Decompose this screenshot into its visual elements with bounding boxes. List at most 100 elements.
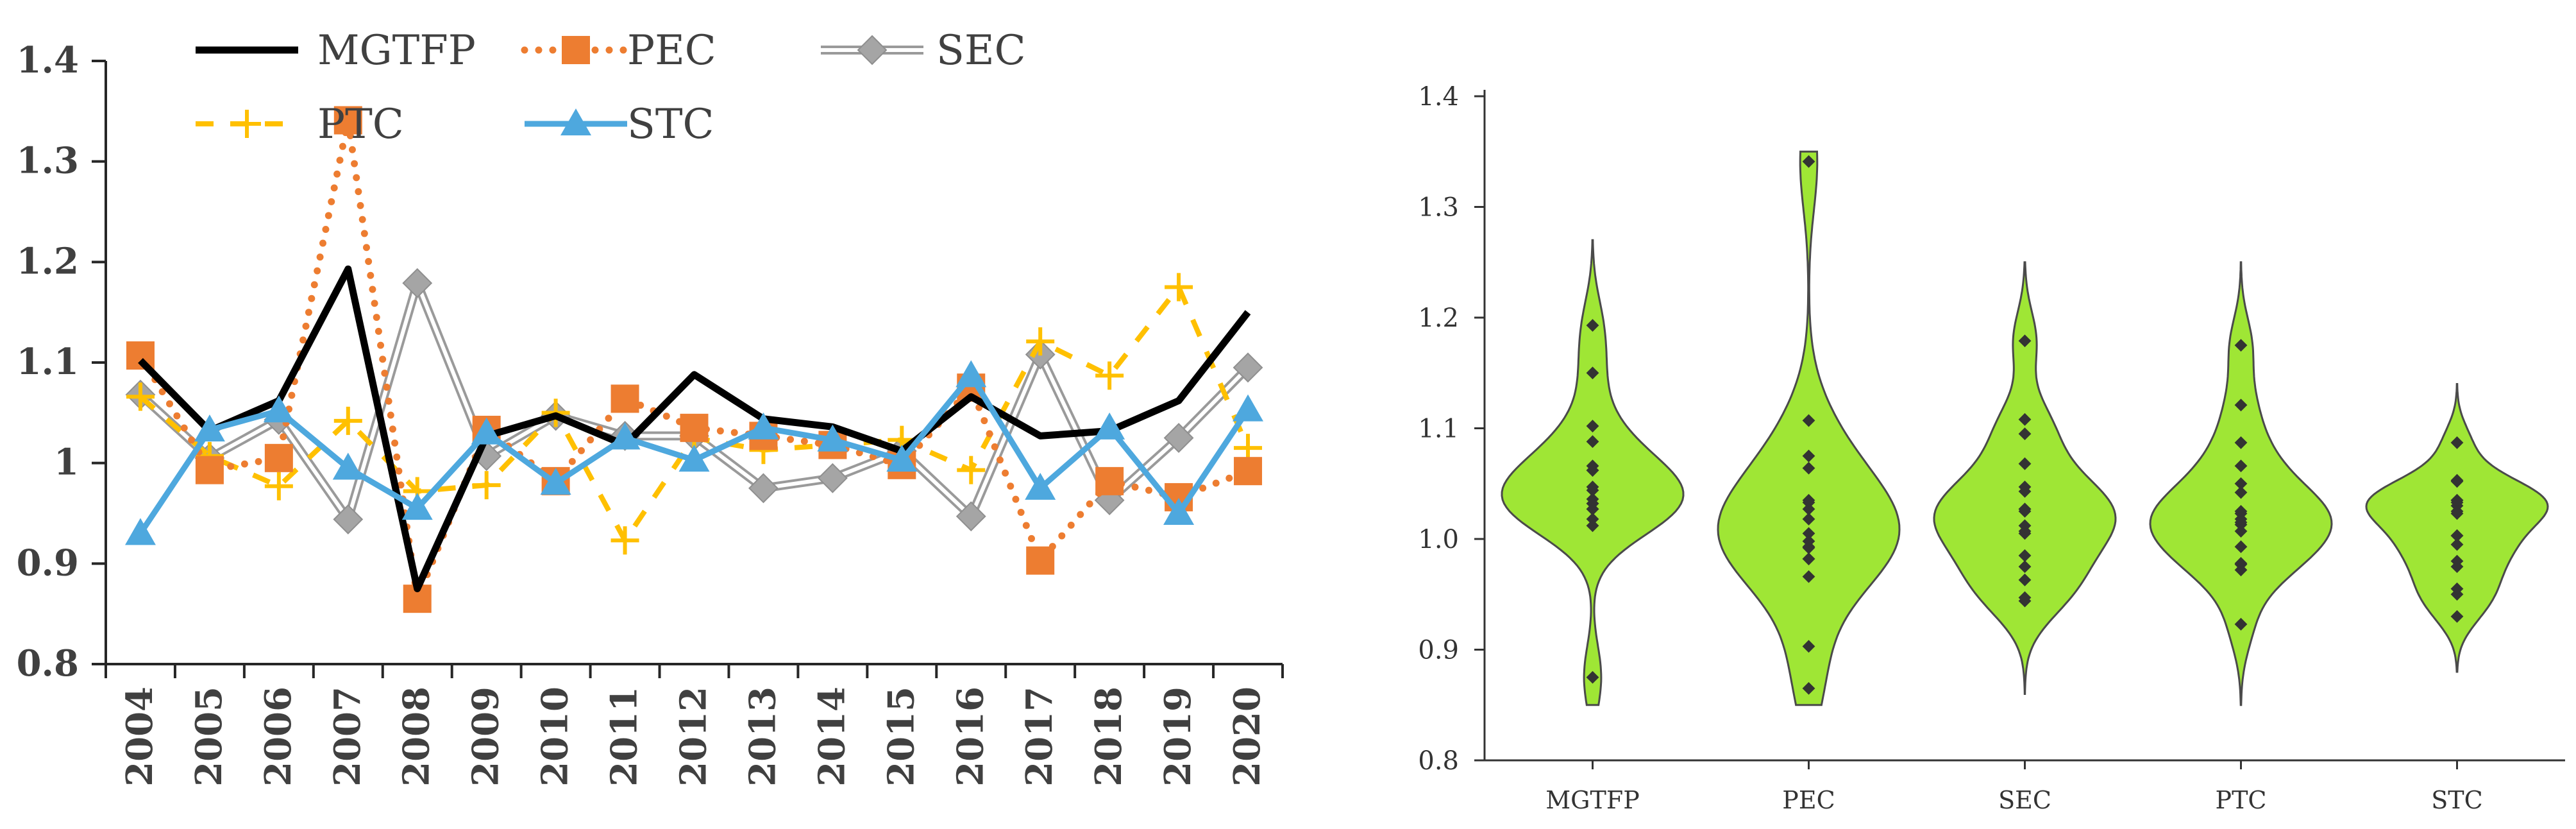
violin-point <box>2450 610 2464 623</box>
stc-marker <box>748 412 779 440</box>
y-tick-label: 1.2 <box>17 240 79 282</box>
sec-marker <box>817 463 848 493</box>
x-tick-label: 2007 <box>326 687 369 787</box>
y-tick-label: 1.4 <box>17 39 79 81</box>
violin-point <box>2450 529 2464 542</box>
ptc-marker <box>333 406 362 435</box>
sec-marker <box>333 504 364 534</box>
violin-y-tick-label: 1.2 <box>1418 303 1459 333</box>
ptc-marker <box>264 472 293 500</box>
violin-point <box>2234 540 2248 553</box>
violin-point <box>2450 493 2464 507</box>
x-tick-label: 2010 <box>534 687 577 787</box>
stc-marker <box>401 493 433 520</box>
stc-marker <box>124 518 156 545</box>
x-tick-label: 2019 <box>1157 687 1199 787</box>
sec-marker <box>1233 352 1263 383</box>
violin-point <box>2234 525 2248 538</box>
sec-marker <box>1163 423 1194 453</box>
violin-point <box>2018 560 2032 574</box>
sec-marker <box>402 268 433 298</box>
violin-x-tick-label: PTC <box>2216 786 2267 814</box>
x-tick-label: 2011 <box>603 687 646 787</box>
ptc-marker <box>1026 327 1055 356</box>
violin-point <box>1802 155 1815 168</box>
violin-point <box>1802 640 1815 653</box>
ptc-marker <box>610 526 639 555</box>
violin-x-tick-label: SEC <box>1998 786 2051 814</box>
x-tick-label: 2004 <box>119 687 161 787</box>
violin-point <box>2234 504 2248 518</box>
stc-marker <box>678 444 710 472</box>
violin-point <box>2234 617 2248 631</box>
pec-marker <box>1026 546 1055 575</box>
violin-point <box>2450 554 2464 568</box>
violin-pec <box>1717 150 1901 706</box>
sec-marker <box>955 501 986 532</box>
violin-stc <box>2365 383 2549 673</box>
violin-y-tick-label: 1.4 <box>1418 82 1459 112</box>
violin-point <box>2018 573 2032 586</box>
y-tick-label: 1 <box>54 441 79 484</box>
violin-point <box>1802 502 1815 516</box>
stc-marker <box>332 452 364 480</box>
x-tick-label: 2015 <box>880 687 922 787</box>
violin-y-tick-label: 1.0 <box>1418 525 1459 554</box>
violin-point <box>1802 681 1815 695</box>
x-tick-label: 2008 <box>396 687 438 787</box>
violin-point <box>2234 477 2248 490</box>
legend-pec-label: PEC <box>627 27 716 74</box>
pec-marker <box>264 443 293 472</box>
violin-point <box>1586 519 1599 533</box>
violin-point <box>1586 319 1599 332</box>
stc-marker <box>955 360 987 388</box>
x-tick-label: 2012 <box>673 687 715 787</box>
pec-marker <box>195 456 224 484</box>
stc-marker <box>1025 472 1056 500</box>
violin-x-tick-label: PEC <box>1782 786 1835 814</box>
x-tick-label: 2014 <box>811 687 853 787</box>
legend-sec-label: SEC <box>936 27 1026 74</box>
sec-marker <box>857 35 888 65</box>
violin-point <box>1802 534 1815 548</box>
violin-point <box>2450 582 2464 595</box>
pec-marker <box>1095 466 1124 495</box>
violin-point <box>1586 671 1599 684</box>
violin-x-tick-label: STC <box>2431 786 2482 814</box>
violin-point <box>1586 420 1599 432</box>
pec-marker <box>680 413 709 442</box>
mgtfp-series-line <box>138 265 1251 592</box>
y-tick-label: 1.3 <box>17 140 79 182</box>
violin-point <box>2234 557 2248 570</box>
ptc-marker <box>957 456 986 484</box>
violin-point <box>2018 591 2032 604</box>
stc-marker <box>540 468 571 495</box>
violin-point <box>1586 459 1599 473</box>
x-tick-label: 2016 <box>949 687 991 787</box>
violin-x-tick-label: MGTFP <box>1545 786 1640 814</box>
violin-point <box>2234 339 2248 352</box>
violin-sec <box>1933 261 2117 695</box>
x-tick-label: 2005 <box>188 687 230 787</box>
violin-point <box>1802 552 1815 565</box>
violin-point <box>2234 398 2248 412</box>
stc-marker <box>609 422 641 450</box>
violin-point <box>2018 334 2032 348</box>
x-tick-label: 2009 <box>465 687 507 787</box>
violin-chart: 0.8 0.9 1.0 1.1 1.2 1.3 1.4 MGTFP PEC SEC PTC STC <box>1418 82 2565 814</box>
pec-marker <box>333 106 362 135</box>
x-tick-label: 2006 <box>257 687 299 787</box>
ptc-marker <box>472 471 501 500</box>
violin-point <box>2450 436 2464 449</box>
violin-point <box>1586 493 1599 506</box>
violin-y-tick-label: 1.3 <box>1418 193 1459 223</box>
x-tick-label: 2017 <box>1018 687 1061 787</box>
stc-marker <box>817 424 848 452</box>
violin-point <box>2018 481 2032 493</box>
violin-point <box>1802 449 1815 463</box>
violin-point <box>1802 493 1815 507</box>
violin-point <box>2018 457 2032 470</box>
y-tick-label: 0.8 <box>17 642 79 685</box>
violin-point <box>2018 413 2032 426</box>
